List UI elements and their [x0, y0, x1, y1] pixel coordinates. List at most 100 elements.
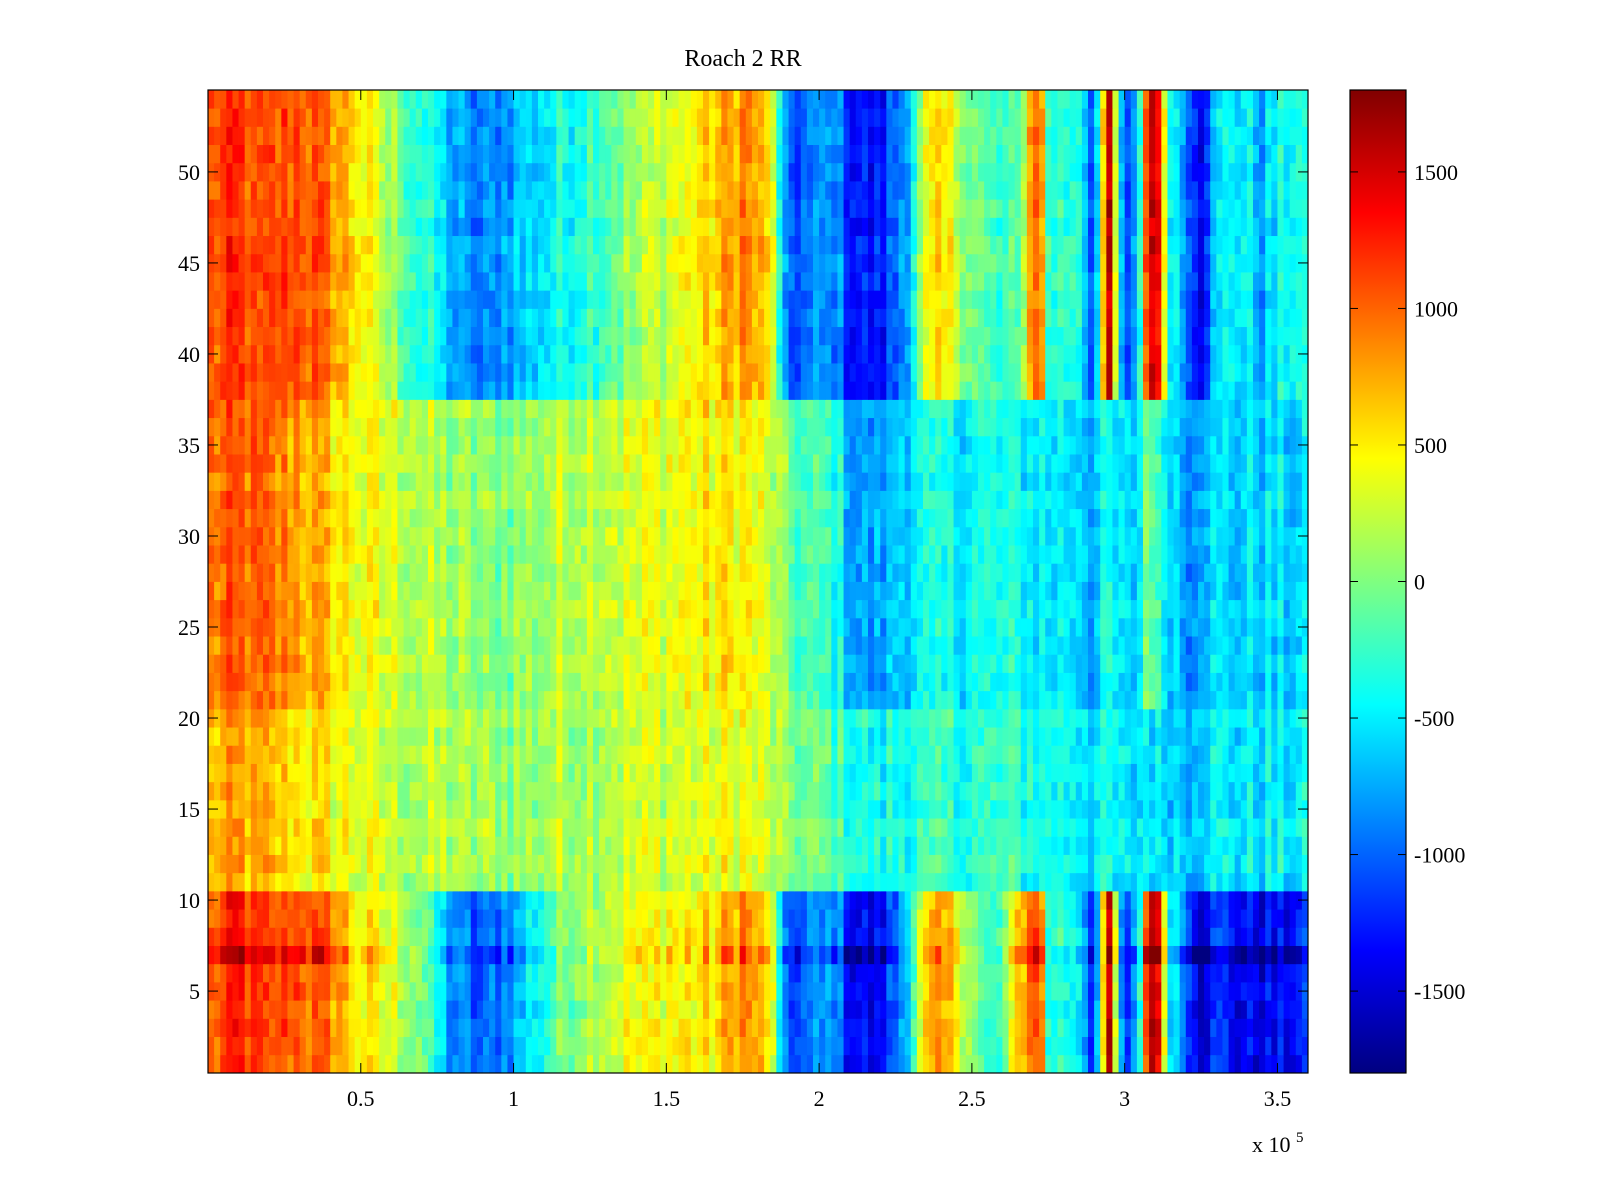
heatmap-cell — [996, 1018, 1003, 1037]
heatmap-cell — [971, 963, 979, 983]
heatmap-cell — [1228, 872, 1236, 892]
heatmap-cell — [794, 1018, 802, 1037]
heatmap-cell — [947, 1018, 954, 1037]
heatmap-cell — [1106, 781, 1113, 801]
heatmap-cell — [379, 672, 386, 692]
heatmap-cell — [629, 745, 637, 764]
heatmap-cell — [727, 909, 734, 928]
heatmap-cell — [923, 636, 930, 655]
heatmap-cell — [782, 745, 789, 764]
heatmap-cell — [971, 727, 979, 746]
heatmap-cell — [1106, 927, 1113, 946]
heatmap-cell — [904, 854, 912, 874]
heatmap-cell — [959, 981, 967, 1001]
heatmap-cell — [635, 1018, 643, 1037]
heatmap-cell — [1198, 981, 1205, 1001]
heatmap-cell — [568, 818, 576, 837]
heatmap-cell — [1167, 763, 1174, 783]
heatmap-cell — [403, 818, 411, 837]
heatmap-cell — [1014, 745, 1022, 764]
heatmap-cell — [941, 654, 948, 673]
heatmap-cell — [739, 927, 747, 946]
heatmap-cell — [531, 909, 539, 928]
heatmap-cell — [996, 963, 1003, 983]
heatmap-cell — [1253, 1054, 1260, 1074]
heatmap-cell — [672, 672, 679, 692]
heatmap-cell — [861, 763, 869, 783]
heatmap-cell — [1124, 599, 1132, 619]
heatmap-cell — [855, 909, 863, 928]
heatmap-cell — [1240, 836, 1248, 855]
heatmap-cell — [660, 672, 667, 692]
heatmap-cell — [489, 708, 496, 728]
heatmap-cell — [1124, 981, 1132, 1001]
heatmap-cell — [703, 781, 710, 801]
heatmap-cell — [568, 1018, 576, 1037]
heatmap-cell — [929, 872, 936, 892]
heatmap-cell — [501, 1018, 508, 1037]
heatmap-cell — [971, 1000, 979, 1019]
heatmap-cell — [550, 708, 557, 728]
heatmap-cell — [788, 781, 796, 801]
heatmap-cell — [464, 1018, 472, 1037]
heatmap-cell — [421, 563, 429, 582]
heatmap-cell — [330, 818, 337, 837]
heatmap-cell — [513, 708, 521, 728]
heatmap-cell — [214, 1018, 221, 1037]
heatmap-cell — [703, 599, 710, 619]
heatmap-cell — [794, 1054, 802, 1074]
heatmap-cell — [403, 654, 411, 673]
heatmap-cell — [849, 890, 857, 910]
heatmap-cell — [703, 581, 710, 601]
heatmap-cell — [813, 1018, 820, 1037]
heatmap-cell — [978, 1036, 985, 1056]
heatmap-cell — [1253, 836, 1260, 855]
heatmap-cell — [1228, 963, 1236, 983]
heatmap-cell — [1161, 1054, 1168, 1074]
heatmap-cell — [855, 927, 863, 946]
heatmap-cell — [550, 854, 557, 874]
heatmap-cell — [1075, 909, 1083, 928]
heatmap-cell — [1106, 654, 1113, 673]
heatmap-cell — [782, 872, 789, 892]
heatmap-cell — [580, 1000, 588, 1019]
heatmap-cell — [1094, 708, 1101, 728]
heatmap-cell — [648, 781, 655, 801]
heatmap-cell — [1265, 599, 1272, 619]
heatmap-cell — [525, 654, 533, 673]
heatmap-cell — [904, 818, 912, 837]
heatmap-cell — [1222, 981, 1229, 1001]
heatmap-cell — [324, 563, 331, 582]
heatmap-cell — [599, 654, 606, 673]
heatmap-cell — [1204, 690, 1211, 710]
heatmap-cell — [1161, 818, 1168, 837]
heatmap-cell — [1045, 1054, 1052, 1074]
heatmap-cell — [232, 945, 239, 965]
heatmap-cell — [525, 672, 533, 692]
heatmap-cell — [929, 854, 936, 874]
heatmap-cell — [568, 981, 576, 1001]
heatmap-cell — [629, 927, 637, 946]
heatmap-cell — [208, 763, 215, 783]
heatmap-cell — [586, 636, 594, 655]
heatmap-cell — [574, 781, 582, 801]
heatmap-cell — [458, 617, 466, 637]
heatmap-cell — [1136, 781, 1144, 801]
heatmap-cell — [403, 854, 411, 874]
heatmap-cell — [660, 1054, 667, 1074]
heatmap-cell — [929, 745, 936, 764]
heatmap-cell — [269, 745, 276, 764]
heatmap-cell — [1051, 1018, 1058, 1037]
heatmap-cell — [574, 599, 582, 619]
heatmap-cell — [782, 581, 789, 601]
heatmap-cell — [635, 890, 643, 910]
heatmap-cell — [336, 708, 343, 728]
heatmap-cell — [898, 854, 906, 874]
heatmap-cell — [959, 1000, 967, 1019]
heatmap-cell — [1179, 599, 1187, 619]
heatmap-cell — [256, 763, 264, 783]
heatmap-cell — [519, 617, 527, 637]
heatmap-cell — [892, 617, 899, 637]
heatmap-cell — [1185, 727, 1193, 746]
